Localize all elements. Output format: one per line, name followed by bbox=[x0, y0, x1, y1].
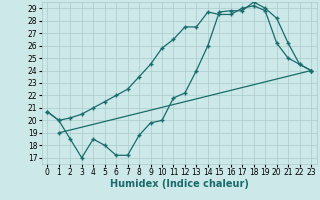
X-axis label: Humidex (Indice chaleur): Humidex (Indice chaleur) bbox=[110, 179, 249, 189]
